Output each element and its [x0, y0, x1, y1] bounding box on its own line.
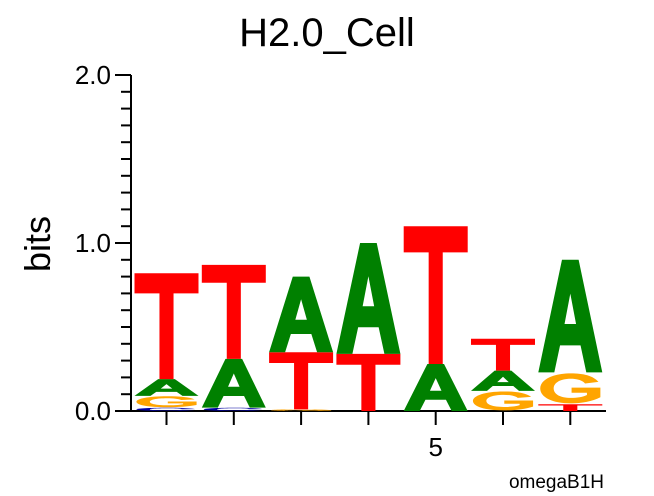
position-stack	[201, 264, 266, 411]
letter-c	[203, 407, 263, 411]
letter-a	[403, 363, 468, 411]
position-stack	[134, 273, 199, 411]
x-tick-label: 5	[428, 432, 442, 462]
letter-t	[201, 264, 266, 359]
y-tick-label: 2.0	[75, 60, 111, 90]
y-tick-label: 1.0	[75, 228, 111, 258]
position-stack	[403, 226, 468, 411]
position-stack	[336, 243, 401, 411]
letter-g	[136, 396, 197, 408]
logo-stacks	[134, 226, 603, 411]
letter-a	[269, 276, 334, 353]
letter-t	[538, 404, 603, 411]
x-axis: 5	[131, 410, 606, 462]
letter-g	[540, 373, 601, 404]
letter-g	[271, 409, 332, 411]
letter-a	[336, 243, 401, 354]
letter-a	[471, 370, 535, 391]
letter-c	[136, 407, 196, 411]
letter-t	[403, 226, 468, 364]
letter-a	[201, 358, 266, 408]
position-stack	[538, 259, 603, 411]
letter-t	[471, 338, 535, 371]
position-stack	[269, 276, 334, 411]
position-stack	[471, 338, 535, 411]
y-tick-label: 0.0	[75, 396, 111, 426]
letter-a	[134, 379, 199, 396]
letter-g	[472, 391, 534, 411]
y-axis-label: bits	[17, 216, 58, 272]
footer-label: omegaB1H	[509, 472, 604, 493]
letter-a	[538, 259, 603, 373]
letter-t	[269, 352, 334, 410]
chart-title: H2.0_Cell	[239, 11, 415, 55]
letter-t	[336, 353, 401, 411]
y-axis: 0.0 1.0 2.0	[75, 60, 132, 426]
letter-t	[134, 273, 199, 380]
